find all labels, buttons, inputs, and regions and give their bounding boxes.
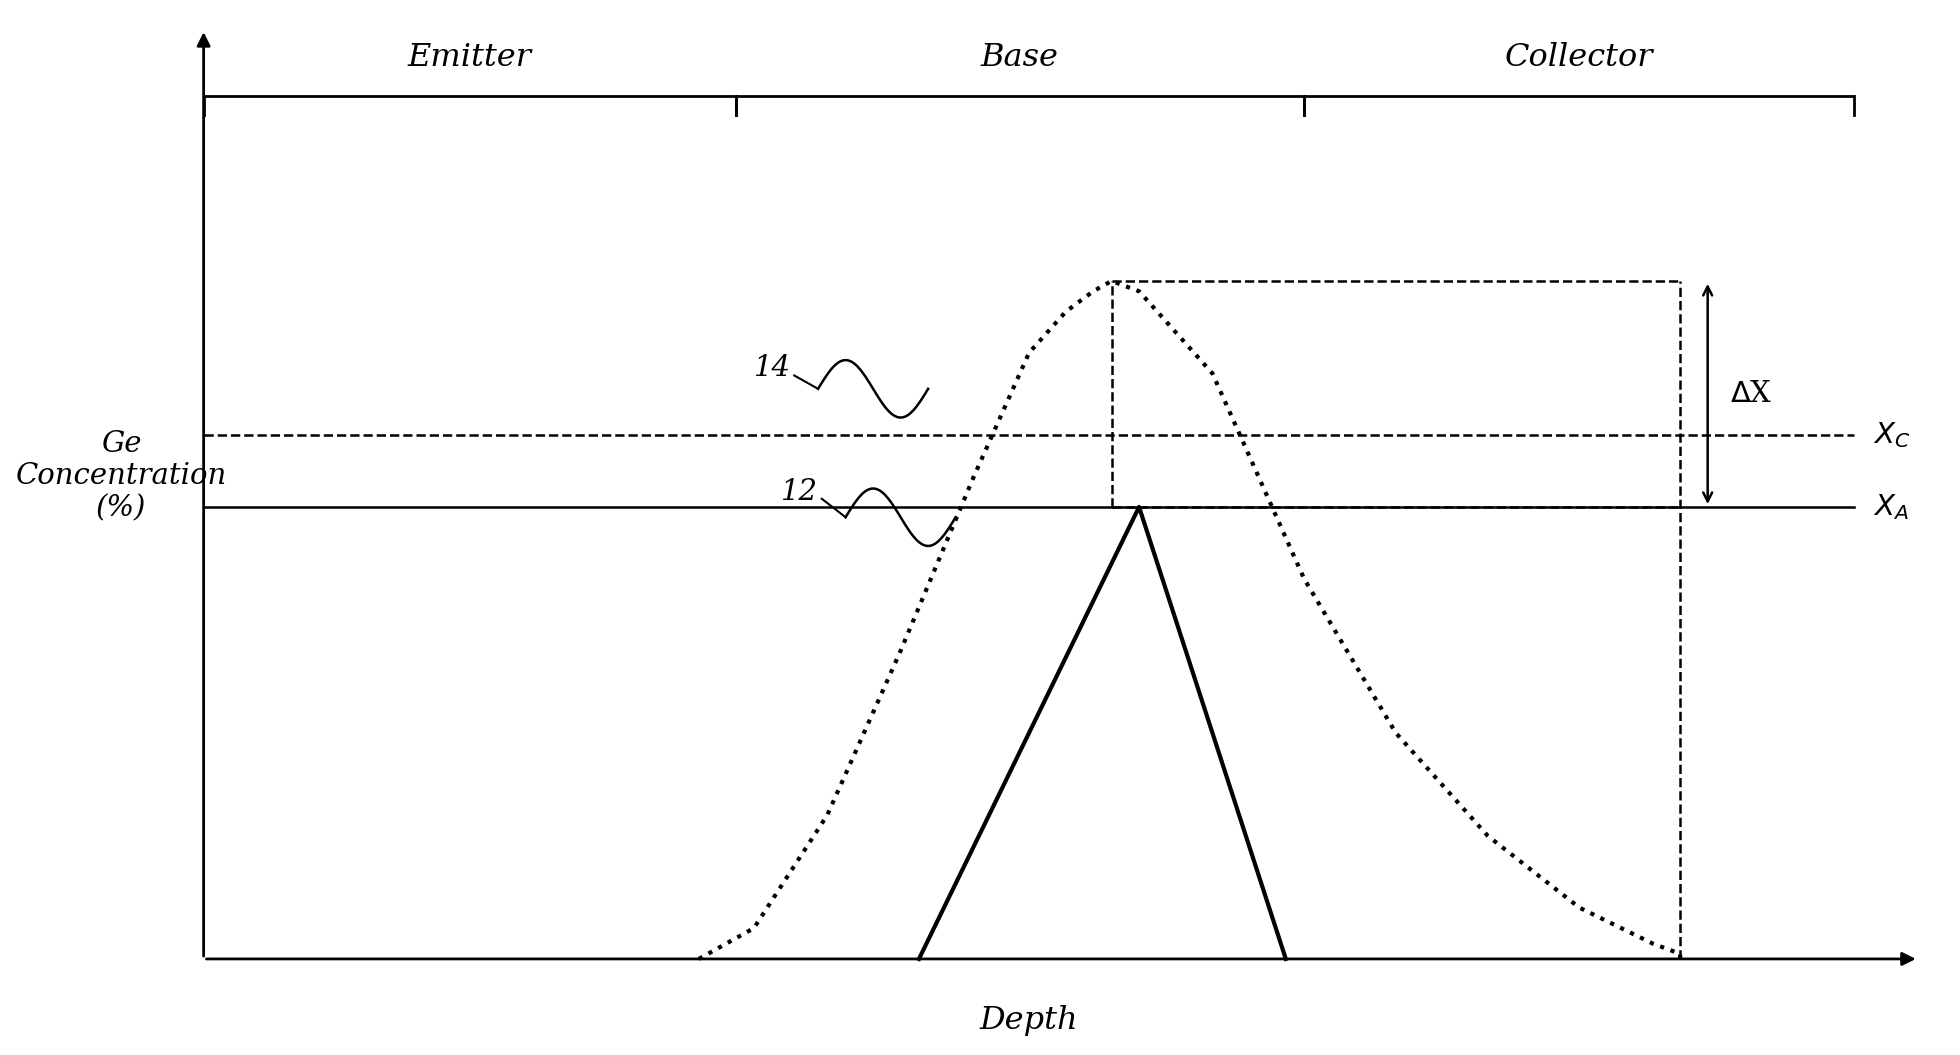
Text: Emitter: Emitter — [408, 42, 531, 74]
Text: 14: 14 — [753, 354, 790, 382]
Text: Depth: Depth — [980, 1005, 1078, 1036]
Text: $\Delta$X: $\Delta$X — [1729, 380, 1772, 408]
Text: Ge
Concentration
(%): Ge Concentration (%) — [16, 429, 227, 522]
Text: Collector: Collector — [1505, 42, 1654, 74]
Text: Base: Base — [980, 42, 1058, 74]
Text: $X_C$: $X_C$ — [1872, 420, 1911, 449]
Text: $X_A$: $X_A$ — [1872, 492, 1909, 522]
Text: 12: 12 — [782, 478, 817, 505]
